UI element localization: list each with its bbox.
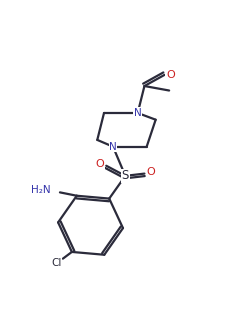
Text: O: O xyxy=(95,159,104,169)
Text: N: N xyxy=(133,108,141,118)
Text: H₂N: H₂N xyxy=(31,185,51,195)
Text: Cl: Cl xyxy=(51,258,61,268)
Text: S: S xyxy=(121,169,128,182)
Text: O: O xyxy=(146,167,154,177)
Text: O: O xyxy=(165,70,174,80)
Text: N: N xyxy=(109,142,116,152)
